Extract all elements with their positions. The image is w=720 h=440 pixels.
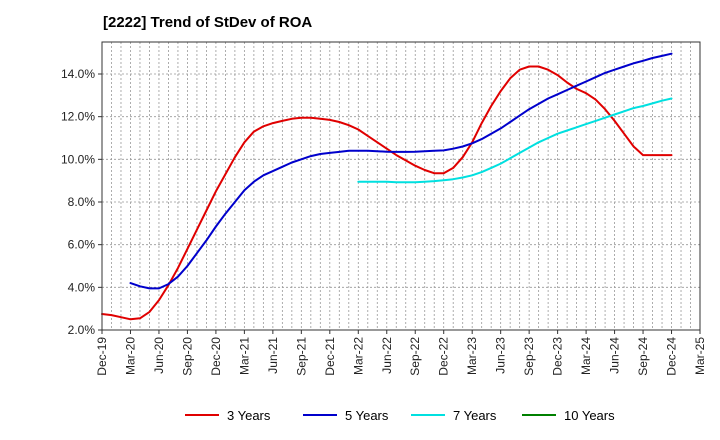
x-axis-ticks: Dec-19 Mar-20 Jun-20 Sep-20 Dec-20 Mar-21 Jun-… [95,330,707,376]
x-tick-label: Jun-22 [380,337,394,374]
plot-frame [101,41,701,331]
x-tick-label: Mar-24 [579,337,593,375]
x-tick-label: Mar-25 [693,337,707,375]
x-tick-label: Dec-22 [437,337,451,376]
x-tick-label: Sep-24 [636,337,650,376]
y-tick-label: 10.0% [61,152,95,166]
x-tick-label: Mar-20 [123,337,137,375]
chart-title: [2222] Trend of StDev of ROA [103,14,313,31]
legend-swatch [411,414,445,416]
y-tick-label: 8.0% [68,195,96,209]
x-tick-label: Jun-21 [266,337,280,374]
x-tick-label: Mar-22 [351,337,365,375]
y-tick-label: 6.0% [68,238,96,252]
legend-label: 5 Years [345,407,389,423]
y-axis-ticks: 2.0% 4.0% 6.0% 8.0% 10.0% 12.0% 14.0% [61,67,102,337]
legend-label: 3 Years [227,407,271,423]
legend-swatch [185,414,219,416]
legend-label: 10 Years [564,407,615,423]
series-line-7-years [357,97,673,184]
legend-item-7-years: 7 Years [411,404,496,426]
plot-background [102,42,700,330]
grid-lines [101,42,701,331]
y-tick-label: 2.0% [68,323,96,337]
legend-swatch [303,414,337,416]
x-tick-label: Jun-20 [152,337,166,374]
x-tick-label: Dec-21 [323,337,337,376]
x-tick-label: Sep-23 [522,337,536,376]
series-line-3-years [101,65,673,321]
y-tick-label: 12.0% [61,110,95,124]
legend-item-10-years: 10 Years [522,404,615,426]
legend-swatch [522,414,556,416]
legend-item-5-years: 5 Years [303,404,388,426]
y-tick-label: 14.0% [61,67,95,81]
series-lines [101,52,673,321]
x-tick-label: Dec-20 [209,337,223,376]
x-tick-label: Mar-21 [237,337,251,375]
legend-item-3-years: 3 Years [185,404,270,426]
legend: 3 Years 5 Years 7 Years 10 Years [0,404,720,426]
x-tick-label: Jun-23 [494,337,508,374]
x-tick-label: Dec-24 [665,337,679,376]
series-line-5-years [129,52,673,290]
x-tick-label: Sep-21 [294,337,308,376]
x-tick-label: Dec-19 [95,337,109,376]
x-tick-label: Mar-23 [465,337,479,375]
x-tick-label: Dec-23 [551,337,565,376]
legend-label: 7 Years [453,407,497,423]
x-tick-label: Jun-24 [608,337,622,374]
x-tick-label: Sep-20 [180,337,194,376]
x-tick-label: Sep-22 [408,337,422,376]
y-tick-label: 4.0% [68,280,96,294]
